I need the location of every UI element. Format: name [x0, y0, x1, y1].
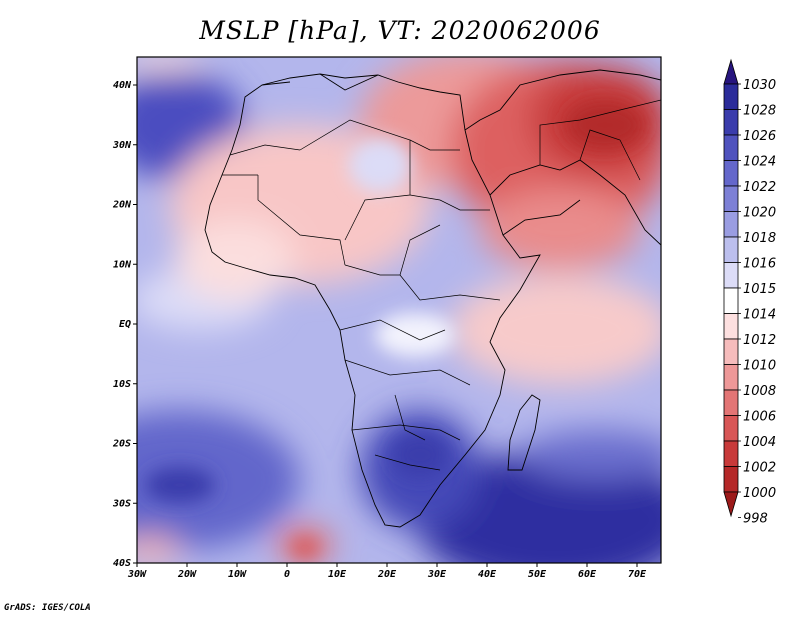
- colorbar-segment: [723, 109, 739, 136]
- x-tick-label: 70E: [628, 569, 647, 580]
- colorbar-label: 1028: [743, 104, 776, 119]
- colorbar-segment: [723, 236, 739, 263]
- colorbar-segment: [723, 338, 739, 365]
- x-tick-label: 30E: [427, 569, 447, 580]
- y-tick-label: EQ: [119, 319, 131, 330]
- colorbar-label: 1020: [743, 206, 776, 221]
- x-axis: 30W 20W 10W 0 10E 20E 30E 40E 50E 60E 70E: [127, 563, 647, 580]
- x-tick-label: 0: [284, 569, 290, 580]
- grads-credit: GrADS: IGES/COLA: [4, 603, 91, 613]
- colorbar-segment: [723, 389, 739, 416]
- colorbar-label: 1024: [743, 155, 776, 170]
- colorbar-label: 1022: [743, 180, 776, 195]
- x-tick-label: 40E: [478, 569, 497, 580]
- colorbar-label: 1030: [743, 78, 776, 93]
- y-tick-label: 10S: [113, 379, 131, 390]
- colorbar-arrow-top: [723, 58, 739, 85]
- colorbar-segment: [723, 262, 739, 289]
- x-tick-label: 50E: [528, 569, 547, 580]
- colorbar-segment: [723, 185, 739, 212]
- colorbar-label: 1015: [743, 282, 776, 297]
- x-tick-label: 60E: [578, 569, 597, 580]
- pressure-field: [137, 57, 661, 563]
- y-tick-label: 20N: [112, 200, 132, 211]
- colorbar-legend: 1030 1028 1026 1024 1022 1020 1018 1016 1015 1014…: [723, 58, 776, 527]
- colorbar-label: 1002: [743, 461, 776, 476]
- colorbar-label: 1010: [743, 359, 776, 374]
- x-tick-label: 20E: [377, 569, 397, 580]
- y-axis: 40N 30N 20N 10N EQ 10S 20S 30S 40S: [112, 80, 137, 569]
- x-tick-label: 10E: [328, 569, 347, 580]
- colorbar-arrow-bottom: [723, 491, 739, 518]
- plot-frame: [136, 56, 662, 564]
- colorbar-segment: [723, 134, 739, 161]
- map-title: MSLP [hPa], VT: 2020062006: [199, 16, 601, 45]
- colorbar-label: 1006: [743, 410, 776, 425]
- colorbar-segment: [723, 211, 739, 238]
- colorbar-label: 1008: [743, 384, 776, 399]
- colorbar-label: 998: [743, 512, 768, 527]
- colorbar-segment: [723, 160, 739, 187]
- colorbar-segment: [723, 287, 739, 314]
- y-tick-label: 40N: [113, 80, 132, 91]
- colorbar-label: 1012: [743, 333, 776, 348]
- colorbar-segment: [723, 313, 739, 340]
- y-tick-label: 40S: [113, 558, 131, 569]
- colorbar-segment: [723, 364, 739, 391]
- y-tick-label: 10N: [113, 259, 132, 270]
- colorbar-segment: [723, 83, 739, 110]
- x-tick-label: 20W: [177, 569, 197, 580]
- country-borders: [222, 99, 661, 471]
- colorbar-label: 1004: [743, 435, 776, 450]
- colorbar-label: 1018: [743, 231, 776, 246]
- y-tick-label: 30N: [112, 140, 132, 151]
- y-tick-label: 20S: [112, 439, 131, 450]
- y-tick-label: 30S: [112, 498, 131, 509]
- colorbar-segment: [723, 440, 739, 467]
- colorbar-segment: [723, 466, 739, 493]
- x-tick-label: 30W: [127, 569, 147, 580]
- colorbar-label: 1026: [743, 129, 776, 144]
- x-tick-label: 10W: [228, 569, 247, 580]
- colorbar-label: 1000: [743, 486, 776, 501]
- colorbar-label: 1014: [743, 308, 776, 323]
- colorbar-segment: [723, 415, 739, 442]
- colorbar-label: 1016: [743, 257, 776, 272]
